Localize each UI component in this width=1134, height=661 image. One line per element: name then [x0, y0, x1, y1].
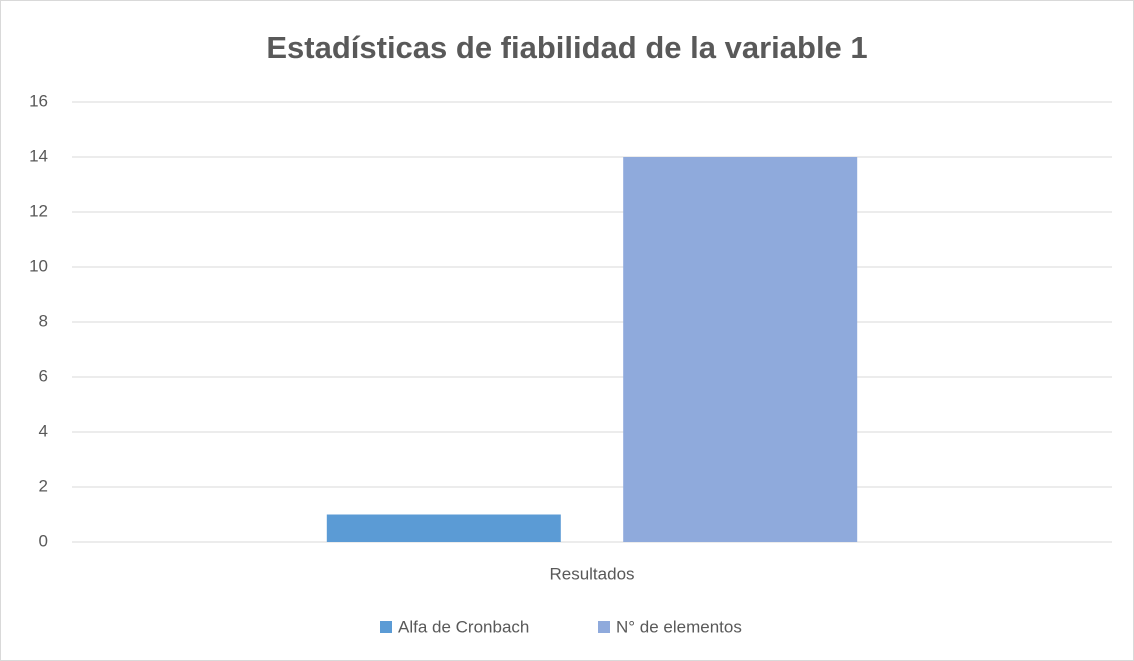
y-tick-label: 12	[29, 201, 48, 220]
y-tick-label: 4	[39, 421, 48, 440]
y-tick-label: 0	[39, 531, 48, 550]
y-tick-label: 14	[29, 146, 48, 165]
legend-swatch	[598, 621, 610, 633]
x-tick-label: Resultados	[549, 564, 634, 583]
legend-label: Alfa de Cronbach	[398, 617, 529, 636]
y-tick-label: 10	[29, 256, 48, 275]
legend-swatch	[380, 621, 392, 633]
legend-label: N° de elementos	[616, 617, 742, 636]
y-tick-label: 2	[39, 476, 48, 495]
bar	[623, 157, 858, 542]
y-tick-label: 8	[39, 311, 48, 330]
y-tick-label: 6	[39, 366, 48, 385]
y-tick-label: 16	[29, 91, 48, 110]
chart-title: Estadísticas de fiabilidad de la variabl…	[266, 30, 867, 65]
bar	[326, 514, 561, 542]
